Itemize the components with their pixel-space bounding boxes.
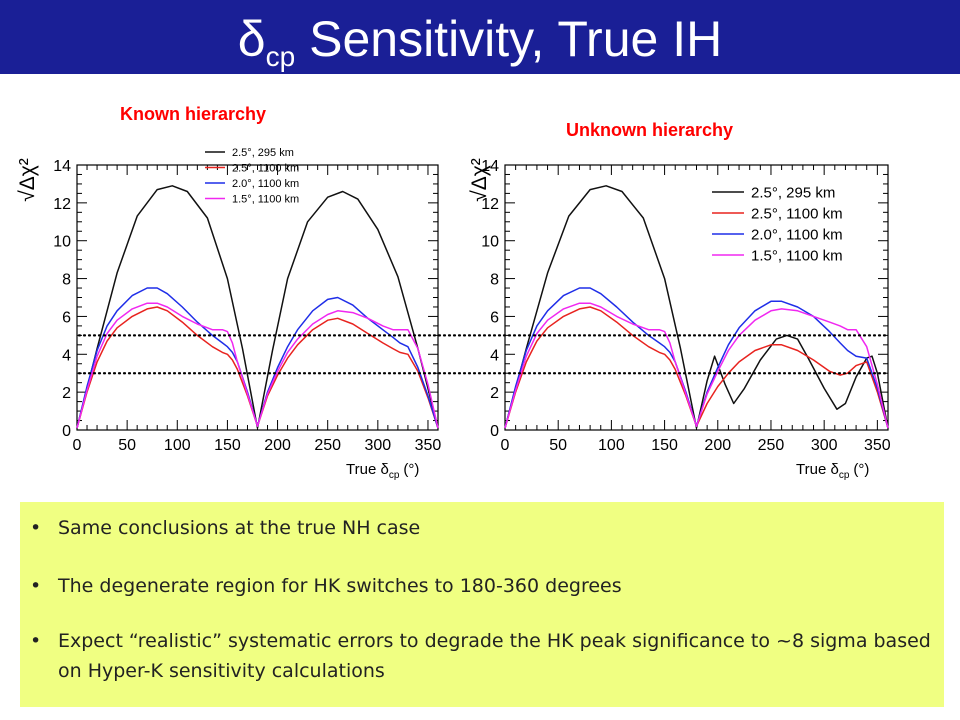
note-text: Same conclusions at the true NH case (58, 517, 421, 539)
y-tick-label: 2 (62, 385, 71, 402)
series-line (76, 185, 439, 429)
y-tick-label: 14 (481, 158, 499, 175)
title-bar (0, 0, 960, 74)
title-rest: Sensitivity, True IH (295, 11, 723, 67)
x-tick-label: 200 (264, 437, 291, 454)
series-line (504, 302, 889, 429)
x-axis-label-subscript: cp (389, 470, 400, 481)
chart-panel-2: 0 2 4 6 8 10 12 14 0 50 100 150 200 250 300 350 2.5°, 29… (468, 158, 891, 481)
x-axis-label: True δcp (°) (346, 461, 419, 481)
y-tick-label: 0 (490, 423, 499, 440)
x-tick-label: 100 (164, 437, 191, 454)
x-tick-label: 300 (811, 437, 838, 454)
title-subscript: cp (265, 41, 296, 72)
y-tick-label: 4 (62, 347, 71, 364)
y-axis-label: √Δχ² (468, 158, 491, 202)
bullet-icon: • (30, 575, 42, 597)
legend-entry: 2.5°, 295 km (232, 147, 294, 159)
x-tick-label: 0 (501, 437, 510, 454)
x-tick-label: 250 (314, 437, 341, 454)
y-tick-label: 6 (62, 309, 71, 326)
x-tick-label: 250 (758, 437, 785, 454)
legend-entry: 1.5°, 1100 km (232, 193, 299, 205)
x-axis-label-subscript: cp (839, 470, 850, 481)
note-text: Expect “realistic” systematic errors to … (58, 630, 931, 682)
y-tick-label: 8 (62, 272, 71, 289)
series-line (504, 306, 889, 429)
y-tick-label: 12 (53, 196, 71, 213)
x-tick-label: 350 (415, 437, 442, 454)
bullet-icon: • (30, 517, 42, 539)
legend-entry: 1.5°, 1100 km (751, 247, 843, 264)
note-item: • Same conclusions at the true NH case (20, 513, 940, 543)
x-tick-label: 0 (73, 437, 82, 454)
x-tick-label: 50 (549, 437, 567, 454)
known-hierarchy-label: Known hierarchy (120, 104, 267, 124)
series-line (76, 306, 439, 429)
y-tick-label: 10 (53, 234, 71, 251)
x-axis-label-unit: (°) (403, 461, 419, 478)
y-tick-label: 12 (481, 196, 499, 213)
x-axis-label-unit: (°) (853, 461, 869, 478)
y-axis-label: √Δχ² (16, 158, 39, 202)
x-axis-label: True δcp (°) (796, 461, 869, 481)
legend-entry: 2.0°, 1100 km (232, 178, 299, 190)
series-line (76, 302, 439, 429)
legend-entry: 2.0°, 1100 km (751, 226, 843, 243)
note-text: The degenerate region for HK switches to… (58, 575, 622, 597)
y-tick-label: 14 (53, 158, 71, 175)
x-tick-label: 50 (118, 437, 136, 454)
legend-entry: 2.5°, 1100 km (232, 162, 299, 174)
note-item: • The degenerate region for HK switches t… (20, 571, 940, 601)
legend-entry: 2.5°, 295 km (751, 184, 835, 201)
y-tick-label: 2 (490, 385, 499, 402)
series-line (504, 185, 889, 429)
y-tick-label: 10 (481, 234, 499, 251)
notes-box: • Same conclusions at the true NH case • T… (20, 502, 944, 707)
note-item: • Expect “realistic” systematic errors to… (20, 626, 940, 686)
title-delta: δ (237, 11, 266, 67)
unknown-hierarchy-label: Unknown hierarchy (566, 120, 734, 140)
x-tick-label: 200 (704, 437, 731, 454)
x-tick-label: 100 (598, 437, 625, 454)
page-title: δcp Sensitivity, True IH (0, 0, 960, 74)
x-tick-label: 150 (651, 437, 678, 454)
y-tick-label: 0 (62, 423, 71, 440)
legend-entry: 2.5°, 1100 km (751, 205, 843, 222)
chart-panel-1: 0 2 4 6 8 10 12 14 0 50 100 150 200 250 300 350 2.5°, 29… (16, 147, 441, 481)
y-tick-label: 8 (490, 272, 499, 289)
bullet-icon: • (30, 630, 42, 652)
y-tick-label: 6 (490, 309, 499, 326)
y-tick-label: 4 (490, 347, 499, 364)
x-tick-label: 300 (364, 437, 391, 454)
x-tick-label: 150 (214, 437, 241, 454)
x-tick-label: 350 (864, 437, 891, 454)
